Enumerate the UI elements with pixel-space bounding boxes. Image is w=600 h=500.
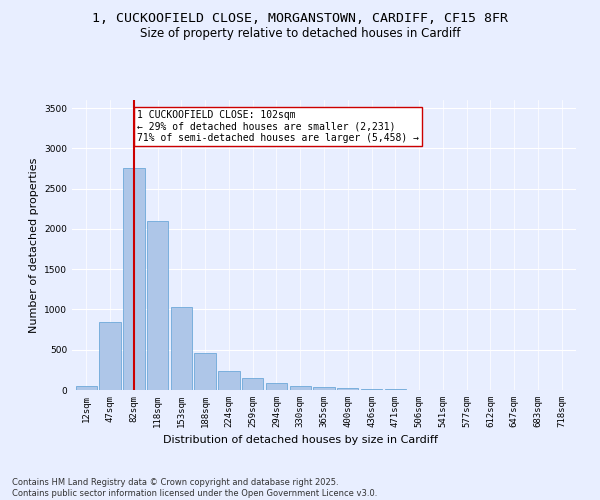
Bar: [313, 387, 335, 390]
Bar: [170, 306, 192, 390]
Text: 1 CUCKOOFIELD CLOSE: 102sqm
← 29% of detached houses are smaller (2,231)
71% of : 1 CUCKOOFIELD CLOSE: 102sqm ← 29% of det…: [137, 110, 419, 143]
Bar: [290, 386, 311, 390]
Bar: [337, 388, 358, 390]
Bar: [361, 389, 382, 390]
Bar: [100, 322, 121, 390]
Bar: [147, 221, 168, 390]
Text: Distribution of detached houses by size in Cardiff: Distribution of detached houses by size …: [163, 435, 437, 445]
Bar: [194, 353, 216, 390]
Y-axis label: Number of detached properties: Number of detached properties: [29, 158, 38, 332]
Text: Size of property relative to detached houses in Cardiff: Size of property relative to detached ho…: [140, 28, 460, 40]
Bar: [218, 372, 239, 390]
Bar: [76, 386, 97, 390]
Text: 1, CUCKOOFIELD CLOSE, MORGANSTOWN, CARDIFF, CF15 8FR: 1, CUCKOOFIELD CLOSE, MORGANSTOWN, CARDI…: [92, 12, 508, 26]
Bar: [242, 378, 263, 390]
Text: Contains HM Land Registry data © Crown copyright and database right 2025.
Contai: Contains HM Land Registry data © Crown c…: [12, 478, 377, 498]
Bar: [123, 168, 145, 390]
Bar: [266, 383, 287, 390]
